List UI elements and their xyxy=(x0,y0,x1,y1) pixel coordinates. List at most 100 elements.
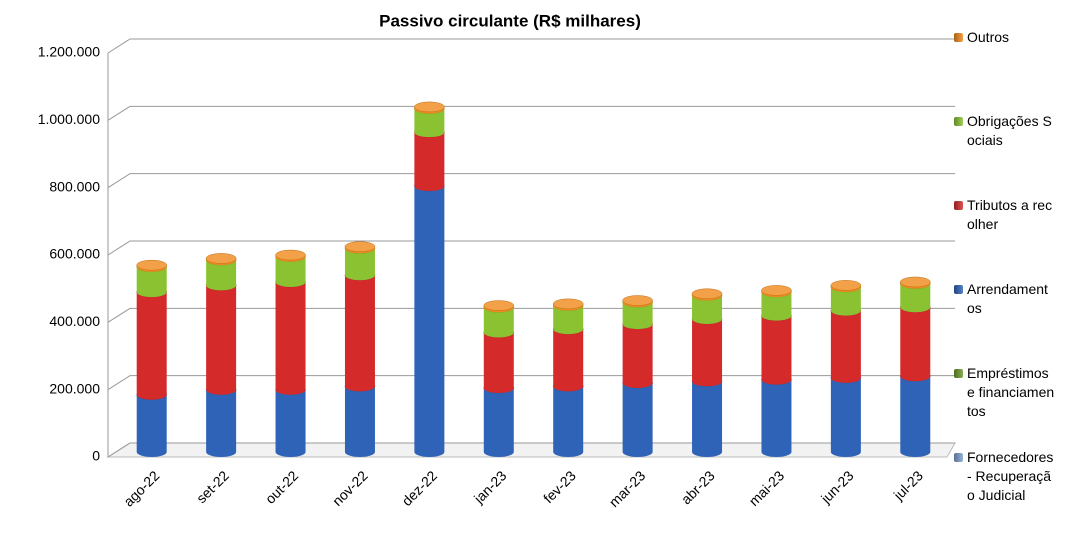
y-tick-label: 800.000 xyxy=(49,178,100,194)
y-tick-label: 0 xyxy=(92,448,100,464)
legend-swatch xyxy=(954,117,963,126)
x-tick-label: jul-23 xyxy=(890,467,926,503)
bar-cap xyxy=(483,300,515,311)
bar-segment xyxy=(414,106,445,114)
bar-segment xyxy=(414,186,445,458)
bar-segment xyxy=(206,285,237,395)
bar-segment xyxy=(136,394,167,457)
bar-segment xyxy=(900,281,931,289)
legend-item: Outros xyxy=(954,28,1066,47)
bar-cap xyxy=(552,298,584,310)
bar-segment xyxy=(344,386,375,457)
bar-segment xyxy=(553,305,584,335)
bar-segment xyxy=(761,315,792,385)
bar-cap xyxy=(414,101,445,113)
bar-segment xyxy=(622,302,653,330)
bar-segment xyxy=(206,260,237,291)
bar-segment xyxy=(622,382,653,457)
bar-segment xyxy=(344,248,375,281)
x-tick-label: mai-23 xyxy=(746,467,788,509)
bar-cap xyxy=(344,241,376,252)
bar-segment xyxy=(275,389,306,457)
x-tick-label: fev-23 xyxy=(540,467,579,506)
grid-line xyxy=(107,38,955,54)
bar-segment xyxy=(275,256,306,287)
legend-item: Obrigações Sociais xyxy=(954,112,1066,150)
legend-label: Tributos a recolher xyxy=(967,197,1053,232)
bar-segment xyxy=(761,292,792,321)
x-tick-label: out-22 xyxy=(262,467,302,507)
y-tick-label: 1.000.000 xyxy=(38,111,100,127)
bar-cap xyxy=(900,276,931,288)
bar-segment xyxy=(553,329,584,392)
bar-cap xyxy=(830,280,862,291)
bar-segment xyxy=(830,287,861,316)
bar-segment xyxy=(553,386,584,457)
legend-swatch xyxy=(954,369,963,378)
bar-segment xyxy=(275,255,306,262)
legend-swatch xyxy=(954,453,963,462)
bar-segment xyxy=(692,295,723,325)
legend-item: Arrendamentos xyxy=(954,280,1066,318)
chart-title: Passivo circulante (R$ milhares) xyxy=(379,11,641,30)
bar-segment xyxy=(830,285,861,293)
bar-cap xyxy=(691,288,723,300)
bar-cap xyxy=(275,249,306,261)
bar-segment xyxy=(136,266,167,298)
bar-segment xyxy=(692,293,723,301)
x-tick-label: jan-23 xyxy=(470,467,510,507)
legend-item: Empréstimos e financiamentos xyxy=(954,364,1066,421)
bar-segment xyxy=(622,300,653,308)
x-tick-label: nov-22 xyxy=(329,467,371,509)
bar-segment xyxy=(553,303,584,311)
bar-segment xyxy=(275,281,306,395)
bar-segment xyxy=(206,389,237,457)
x-tick-label: set-22 xyxy=(193,467,232,506)
y-tick-label: 600.000 xyxy=(49,246,100,262)
legend-label: Arrendamentos xyxy=(967,281,1048,316)
legend-label: Empréstimos e financiamentos xyxy=(967,365,1055,419)
bar-segment xyxy=(900,307,931,382)
grid-line xyxy=(107,442,955,458)
bar-segment xyxy=(483,305,514,313)
grid-line xyxy=(107,375,955,391)
bar-segment xyxy=(414,132,445,192)
bar-segment xyxy=(692,381,723,457)
grid-line xyxy=(107,307,955,323)
bar-segment xyxy=(414,108,445,138)
legend-swatch xyxy=(954,201,963,210)
legend-label: Outros xyxy=(967,29,1010,45)
legend-item: Tributos a recolher xyxy=(954,196,1066,234)
bar-segment xyxy=(622,324,653,388)
bar-segment xyxy=(900,283,931,313)
legend-item: Fornecedores - Recuperação Judicial xyxy=(954,448,1066,505)
y-tick-label: 200.000 xyxy=(49,380,100,396)
legend-swatch xyxy=(954,33,963,42)
bar-segment xyxy=(136,265,167,272)
bar-cap xyxy=(622,295,653,306)
x-tick-label: ago-22 xyxy=(120,467,162,509)
grid-line xyxy=(107,240,955,256)
bar-segment xyxy=(830,377,861,457)
bar-segment xyxy=(483,332,514,394)
grid-line xyxy=(107,105,955,121)
bar-segment xyxy=(900,376,931,457)
legend: Fornecedores - Recuperação Judicial Empré… xyxy=(954,22,1066,532)
bar-cap xyxy=(205,253,237,264)
legend-label: Obrigações Sociais xyxy=(967,113,1052,148)
x-tick-label: jun-23 xyxy=(817,467,857,507)
bar-segment xyxy=(483,388,514,458)
legend-label: Fornecedores - Recuperação Judicial xyxy=(967,449,1054,503)
x-tick-label: abr-23 xyxy=(678,467,718,507)
bar-cap xyxy=(136,259,167,271)
y-tick-label: 400.000 xyxy=(49,313,100,329)
bar-segment xyxy=(344,246,375,254)
bar-segment xyxy=(830,310,861,383)
bar-segment xyxy=(344,275,375,392)
bar-segment xyxy=(483,307,514,338)
bar-segment xyxy=(206,258,237,266)
x-tick-label: dez-22 xyxy=(399,467,441,509)
bar-cap xyxy=(761,285,792,296)
